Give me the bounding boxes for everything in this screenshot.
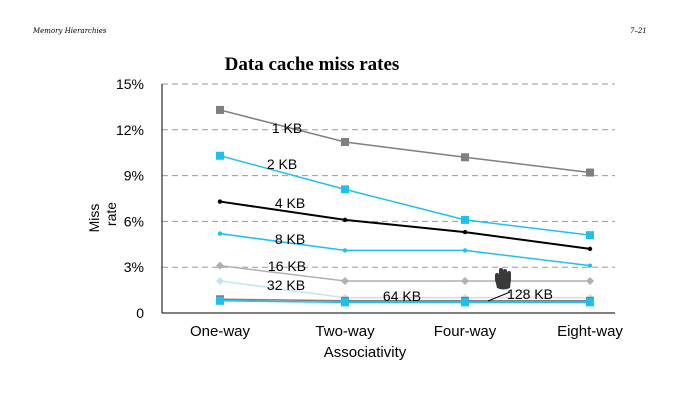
y-axis-label-line1: Miss bbox=[86, 204, 102, 233]
data-point bbox=[216, 276, 224, 285]
series-label: 32 KB bbox=[267, 277, 305, 293]
data-point bbox=[217, 231, 223, 236]
page-number: 7–21 bbox=[630, 27, 647, 35]
series-line bbox=[219, 300, 590, 304]
y-tick-label: 0 bbox=[136, 305, 144, 321]
data-point bbox=[461, 153, 469, 162]
data-point bbox=[341, 276, 349, 285]
data-point bbox=[461, 298, 469, 307]
y-tick-labels: 0 3% 6% 9% 12% 15% bbox=[116, 76, 144, 321]
data-point bbox=[216, 261, 224, 270]
series-lines bbox=[219, 109, 591, 304]
data-point bbox=[341, 185, 349, 194]
x-tick-label: One-way bbox=[190, 323, 251, 340]
series-label: 2 KB bbox=[267, 156, 297, 172]
x-tick-labels: One-way Two-way Four-way Eight-way bbox=[190, 323, 623, 340]
data-point bbox=[586, 298, 594, 307]
series-line bbox=[219, 109, 591, 174]
series-label: 64 KB bbox=[383, 288, 421, 304]
x-tick-label: Eight-way bbox=[557, 323, 623, 340]
data-point bbox=[342, 217, 348, 223]
data-point bbox=[341, 298, 349, 307]
y-tick-label: 3% bbox=[124, 259, 144, 275]
x-axis-label: Associativity bbox=[324, 344, 407, 361]
series-label: 128 KB bbox=[507, 286, 553, 302]
y-tick-label: 6% bbox=[124, 213, 144, 229]
gridlines bbox=[162, 83, 615, 268]
data-point bbox=[587, 246, 593, 252]
data-point bbox=[342, 248, 348, 253]
data-point bbox=[216, 296, 224, 305]
series-line bbox=[219, 155, 591, 236]
y-tick-label: 15% bbox=[116, 76, 144, 92]
y-axis-label-line2: rate bbox=[103, 202, 119, 226]
data-point bbox=[586, 168, 594, 177]
series-line bbox=[219, 298, 590, 302]
y-tick-label: 12% bbox=[116, 122, 144, 138]
series-labels: 1 KB 2 KB 4 KB 8 KB 16 KB 32 KB 64 KB 128 KB bbox=[267, 120, 553, 304]
y-tick-label: 9% bbox=[124, 168, 144, 184]
series-line bbox=[219, 280, 590, 299]
series-label: 16 KB bbox=[268, 258, 306, 274]
series-line bbox=[219, 232, 591, 267]
x-tick-label: Four-way bbox=[434, 323, 497, 340]
axes bbox=[161, 84, 615, 314]
series-label: 1 KB bbox=[272, 120, 302, 136]
series-label: 4 KB bbox=[275, 195, 305, 211]
hand-cursor-icon bbox=[495, 268, 511, 290]
data-point bbox=[341, 138, 349, 147]
chart-title: Data cache miss rates bbox=[225, 54, 400, 75]
data-point bbox=[462, 248, 468, 253]
x-tick-label: Two-way bbox=[315, 323, 375, 340]
data-point bbox=[586, 231, 594, 240]
running-header: Memory Hierarchies bbox=[33, 27, 107, 35]
data-point bbox=[216, 105, 224, 114]
series-line bbox=[219, 200, 591, 250]
series-label: 8 KB bbox=[275, 231, 305, 247]
series-line bbox=[219, 264, 590, 282]
data-point bbox=[587, 263, 593, 268]
data-point bbox=[461, 215, 469, 224]
data-point bbox=[461, 276, 469, 285]
data-point bbox=[217, 199, 223, 204]
data-point bbox=[462, 229, 468, 235]
data-point bbox=[216, 151, 224, 160]
label-leader-line bbox=[487, 291, 511, 302]
data-point bbox=[586, 276, 594, 285]
series-markers bbox=[216, 105, 594, 307]
